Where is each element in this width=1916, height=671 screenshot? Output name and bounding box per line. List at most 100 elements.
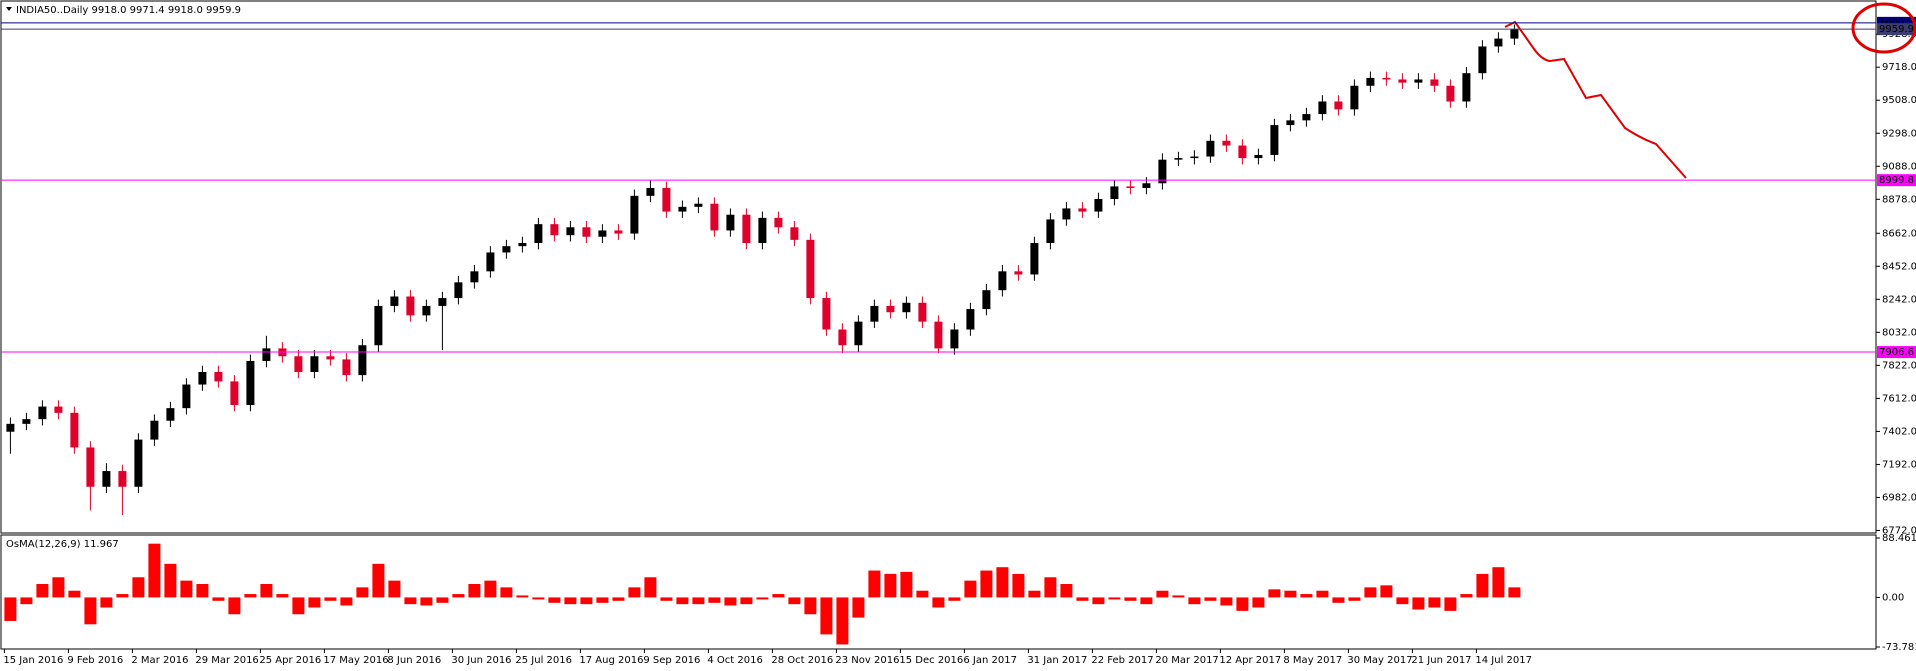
candle-body — [6, 423, 15, 432]
indicator-title: OsMA(12,26,9) 11.967 — [6, 539, 119, 550]
candle-body — [1014, 271, 1023, 275]
osma-bar — [1412, 597, 1425, 610]
candle-body — [790, 227, 799, 240]
osma-bar — [996, 567, 1009, 598]
candle-body — [1334, 101, 1343, 110]
candle-body — [742, 214, 751, 244]
osma-bar — [516, 595, 529, 598]
candle-body — [358, 345, 367, 376]
y-tick-label: 88.461 — [1882, 533, 1916, 544]
candle-body — [806, 239, 815, 299]
osma-bar — [1348, 597, 1361, 601]
candle-body — [102, 471, 111, 487]
osma-bar — [1332, 597, 1345, 603]
candle-body — [598, 230, 607, 237]
y-tick-label: 9298.0 — [1882, 128, 1916, 139]
x-tick-label: 17 Aug 2016 — [579, 655, 643, 666]
candle-body — [1126, 186, 1135, 188]
x-tick-label: 12 Apr 2017 — [1219, 655, 1281, 666]
osma-bar — [1092, 597, 1105, 605]
osma-bar — [1300, 594, 1313, 598]
candle-body — [1462, 73, 1471, 102]
osma-bar — [1428, 597, 1441, 608]
candle-body — [230, 381, 239, 405]
osma-bar — [132, 577, 145, 598]
osma-bar — [788, 597, 801, 605]
candle-body — [374, 305, 383, 346]
candle-body — [1046, 219, 1055, 244]
candle-body — [22, 419, 31, 424]
indicator-panel — [0, 534, 1877, 650]
x-tick-label: 8 Jun 2016 — [387, 655, 441, 666]
x-tick-label: 30 May 2017 — [1347, 655, 1412, 666]
y-tick-label: 8242.0 — [1882, 294, 1916, 305]
candle-body — [886, 305, 895, 313]
osma-bar — [1236, 597, 1249, 611]
candle-body — [310, 356, 319, 372]
osma-bar — [276, 594, 289, 598]
candle-body — [294, 356, 303, 372]
osma-bar — [1252, 597, 1265, 608]
candle-body — [758, 217, 767, 244]
osma-bar — [1028, 590, 1041, 598]
candle-body — [710, 203, 719, 231]
osma-bar — [164, 563, 177, 598]
candle-body — [614, 230, 623, 234]
osma-bar — [980, 570, 993, 598]
candle-body — [86, 447, 95, 487]
candle-body — [822, 298, 831, 330]
candle-body — [774, 217, 783, 228]
candle-body — [1286, 120, 1295, 126]
level-label: 7906.6 — [1879, 347, 1914, 358]
y-tick-label: 7612.0 — [1882, 393, 1916, 404]
candle-body — [1190, 156, 1199, 159]
y-tick-label: 7192.0 — [1882, 459, 1916, 470]
osma-bar — [116, 594, 129, 598]
osma-bar — [1060, 583, 1073, 598]
candle-body — [1510, 29, 1519, 39]
osma-bar — [708, 597, 721, 603]
osma-bar — [36, 583, 49, 598]
candle-body — [838, 329, 847, 346]
candle-body — [534, 224, 543, 244]
osma-bar — [52, 577, 65, 598]
osma-bar — [580, 597, 593, 605]
osma-bar — [228, 597, 241, 615]
candle-body — [1238, 145, 1247, 159]
candle-body — [38, 406, 47, 420]
candle-body — [1062, 208, 1071, 220]
osma-bar — [836, 597, 849, 645]
candle-body — [902, 302, 911, 313]
osma-bar — [180, 580, 193, 598]
candle-body — [134, 439, 143, 487]
candle-body — [1030, 243, 1039, 275]
osma-bar — [452, 594, 465, 598]
y-tick-label: 8452.0 — [1882, 261, 1916, 272]
osma-bar — [1108, 597, 1121, 600]
osma-bar — [484, 580, 497, 598]
x-tick-label: 22 Feb 2017 — [1091, 655, 1153, 666]
candle-body — [1206, 140, 1215, 157]
x-tick-label: 9 Feb 2016 — [67, 655, 123, 666]
candle-body — [54, 406, 63, 413]
candle-body — [1270, 125, 1279, 155]
osma-bar — [244, 594, 257, 598]
osma-bar — [356, 587, 369, 598]
y-tick-label: 7822.0 — [1882, 360, 1916, 371]
y-tick-label: 8662.0 — [1882, 228, 1916, 239]
osma-bar — [372, 563, 385, 598]
y-tick-label: 8032.0 — [1882, 327, 1916, 338]
x-tick-label: 28 Oct 2016 — [771, 655, 833, 666]
candle-body — [1478, 46, 1487, 74]
x-tick-label: 20 Mar 2017 — [1155, 655, 1218, 666]
osma-bar — [756, 597, 769, 600]
candle-body — [502, 246, 511, 253]
osma-bar — [1220, 597, 1233, 606]
candle-body — [390, 296, 399, 306]
y-tick-label: 9718.0 — [1882, 62, 1916, 73]
osma-bar — [948, 597, 961, 601]
osma-bar — [884, 573, 897, 598]
osma-bar — [628, 587, 641, 598]
osma-bar — [308, 597, 321, 608]
